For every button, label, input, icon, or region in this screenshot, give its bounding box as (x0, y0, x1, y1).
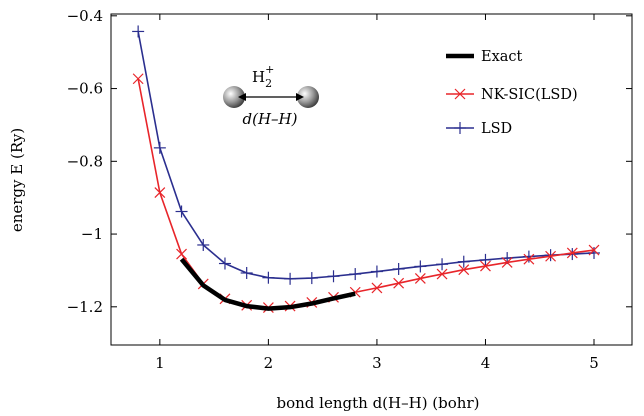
molecule-superscript: + (265, 63, 274, 76)
data-point-lsd (327, 270, 340, 283)
legend-entry-exact: Exact (446, 49, 523, 65)
series-line-lsd (137, 31, 595, 280)
x-tick-label: 4 (481, 354, 491, 372)
data-point-lsd (305, 272, 318, 285)
data-point-lsd (240, 266, 253, 279)
data-point-nk-sic-lsd (154, 187, 166, 199)
data-point-lsd (262, 271, 275, 284)
x-tick-label: 1 (155, 354, 165, 372)
series-layer (132, 25, 601, 313)
legend-entry-lsd: LSD (446, 121, 512, 137)
series-exact (179, 257, 356, 311)
molecule-symbol: H (252, 68, 265, 86)
data-point-nk-sic-lsd (414, 273, 426, 284)
data-point-lsd (349, 268, 362, 281)
data-point-lsd (284, 272, 297, 285)
legend-marker (454, 88, 466, 100)
data-point-lsd (522, 250, 535, 263)
atom-right (297, 86, 319, 108)
data-point-lsd (479, 253, 492, 266)
bond-arrow-right-head (296, 93, 304, 101)
y-tick-label: −1 (81, 225, 103, 243)
data-point-nk-sic-lsd (545, 250, 557, 262)
axis-tick-labels: 1 2 3 4 5 −1.2 −1 −0.8 −0.6 −0.4 (67, 7, 599, 372)
axis-ticks (111, 14, 632, 345)
legend-label: LSD (481, 121, 512, 137)
data-point-nk-sic-lsd (176, 248, 187, 260)
data-point-nk-sic-lsd (501, 257, 513, 268)
bond-length-label: d(H–H) (243, 110, 298, 128)
legend: Exact NK-SIC(LSD) LSD (446, 49, 578, 137)
data-point-nk-sic-lsd (588, 244, 600, 256)
data-point-lsd (153, 141, 166, 154)
molecule-formula: H2+ (252, 63, 274, 90)
plot-border (110, 13, 633, 346)
molecule-inset: H2+ d(H–H) (223, 63, 319, 128)
data-point-lsd (392, 262, 405, 275)
legend-marker (454, 122, 466, 134)
x-axis-title: bond length d(H–H) (bohr) (277, 394, 480, 412)
molecule-subscript: 2 (265, 77, 272, 90)
legend-label: NK-SIC(LSD) (481, 87, 578, 103)
atom-left (223, 86, 245, 108)
plot-frame (110, 13, 633, 346)
data-point-nk-sic-lsd (436, 268, 448, 280)
data-point-nk-sic-lsd (371, 282, 383, 294)
data-point-nk-sic-lsd (393, 277, 405, 289)
data-point-lsd (175, 205, 188, 218)
series-lsd (132, 25, 601, 285)
data-point-nk-sic-lsd (566, 247, 578, 259)
y-tick-label: −1.2 (67, 298, 103, 316)
data-point-lsd (457, 255, 470, 268)
bond-arrow-left-head (238, 93, 246, 101)
series-line-exact (179, 257, 356, 311)
data-point-lsd (414, 260, 427, 273)
data-point-lsd (132, 25, 145, 38)
x-tick-label: 5 (589, 354, 599, 372)
y-tick-label: −0.4 (67, 7, 103, 25)
data-point-lsd (218, 257, 231, 270)
y-tick-label: −0.8 (67, 152, 103, 170)
y-axis-title: energy E (Ry) (8, 128, 26, 232)
legend-entry-nk-sic-lsd: NK-SIC(LSD) (446, 87, 578, 103)
legend-label: Exact (481, 49, 523, 65)
x-tick-label: 2 (264, 354, 274, 372)
x-tick-label: 3 (372, 354, 382, 372)
data-point-lsd (436, 258, 449, 271)
data-point-nk-sic-lsd (480, 260, 491, 272)
data-point-nk-sic-lsd (132, 73, 144, 85)
y-tick-label: −0.6 (67, 80, 103, 98)
data-point-nk-sic-lsd (523, 253, 535, 265)
series-nk-sic-lsd (132, 73, 600, 313)
data-point-nk-sic-lsd (458, 264, 470, 276)
data-point-lsd (588, 246, 601, 259)
data-point-lsd (197, 238, 210, 251)
data-point-lsd (370, 265, 383, 278)
